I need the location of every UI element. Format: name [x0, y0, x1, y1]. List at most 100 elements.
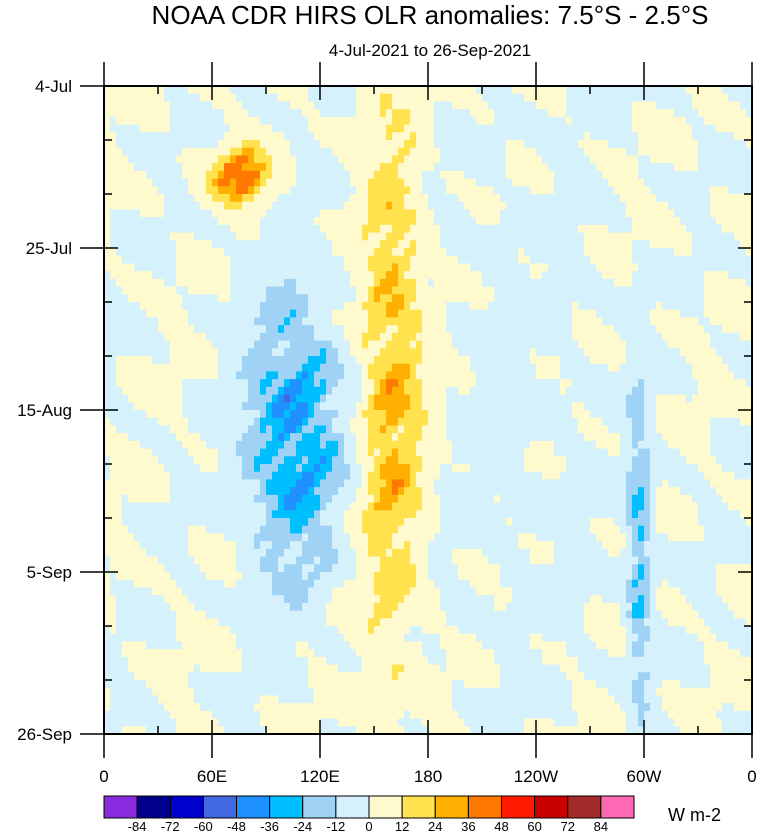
heatmap-cell: [242, 217, 249, 226]
heatmap-cell: [182, 186, 189, 195]
heatmap-cell: [578, 248, 585, 257]
heatmap-cell: [626, 317, 633, 326]
heatmap-cell: [356, 340, 363, 349]
heatmap-cell: [290, 109, 297, 118]
heatmap-cell: [470, 224, 477, 234]
heatmap-cell: [458, 425, 465, 434]
heatmap-cell: [626, 348, 633, 357]
heatmap-cell: [746, 232, 752, 241]
heatmap-cell: [296, 302, 303, 311]
heatmap-cell: [476, 147, 483, 157]
heatmap-cell: [572, 93, 579, 103]
heatmap-cell: [536, 286, 543, 295]
heatmap-cell: [278, 186, 285, 195]
heatmap-cell: [596, 263, 603, 272]
heatmap-cell: [230, 425, 237, 434]
heatmap-cell: [530, 170, 537, 180]
heatmap-cell: [344, 109, 351, 118]
heatmap-cell: [176, 209, 183, 218]
heatmap-cell: [290, 286, 297, 295]
heatmap-cell: [356, 170, 363, 180]
heatmap-cell: [734, 402, 741, 411]
heatmap-cell: [224, 186, 231, 195]
heatmap-cell: [302, 402, 309, 411]
heatmap-cell: [320, 425, 327, 434]
heatmap-cell: [500, 286, 507, 295]
heatmap-cell: [494, 163, 501, 172]
heatmap-cell: [194, 302, 201, 311]
heatmap-cell: [356, 209, 363, 218]
heatmap-cell: [674, 340, 681, 349]
heatmap-cell: [638, 194, 645, 203]
heatmap-cell: [146, 410, 153, 419]
heatmap-cell: [506, 379, 513, 388]
heatmap-cell: [632, 317, 639, 326]
heatmap-cell: [128, 232, 135, 241]
heatmap-cell: [464, 186, 471, 195]
heatmap-cell: [560, 340, 567, 349]
heatmap-cell: [302, 209, 309, 218]
heatmap-cell: [458, 116, 465, 126]
heatmap-cell: [470, 93, 477, 103]
heatmap-cell: [518, 116, 525, 126]
heatmap-cell: [290, 224, 297, 234]
heatmap-cell: [308, 217, 315, 226]
heatmap-cell: [614, 271, 621, 280]
heatmap-cell: [656, 386, 663, 396]
heatmap-cell: [188, 109, 195, 118]
heatmap-cell: [194, 394, 201, 403]
heatmap-cell: [650, 348, 657, 357]
heatmap-cell: [116, 340, 123, 349]
heatmap-cell: [350, 163, 357, 172]
heatmap-cell: [572, 170, 579, 180]
heatmap-cell: [134, 232, 141, 241]
heatmap-cell: [128, 186, 135, 195]
heatmap-cell: [404, 201, 411, 211]
heatmap-cell: [452, 278, 459, 288]
heatmap-cell: [260, 124, 267, 133]
heatmap-cell: [140, 124, 147, 133]
heatmap-cell: [278, 109, 285, 118]
heatmap-cell: [506, 93, 513, 103]
heatmap-cell: [104, 209, 111, 218]
heatmap-cell: [272, 217, 279, 226]
heatmap-cell: [590, 309, 597, 319]
heatmap-cell: [230, 170, 237, 180]
heatmap-cell: [122, 263, 129, 272]
heatmap-cell: [542, 147, 549, 157]
heatmap-cell: [164, 340, 171, 349]
heatmap-cell: [392, 278, 399, 288]
heatmap-cell: [620, 124, 627, 133]
heatmap-cell: [200, 186, 207, 195]
heatmap-cell: [260, 155, 267, 164]
heatmap-cell: [626, 186, 633, 195]
heatmap-cell: [422, 201, 429, 211]
heatmap-cell: [500, 332, 507, 342]
heatmap-cell: [638, 332, 645, 342]
heatmap-cell: [308, 163, 315, 172]
heatmap-cell: [416, 309, 423, 319]
heatmap-cell: [578, 402, 585, 411]
heatmap-cell: [188, 178, 195, 187]
heatmap-cell: [578, 217, 585, 226]
heatmap-cell: [236, 248, 243, 257]
heatmap-cell: [488, 232, 495, 241]
heatmap-cell: [716, 271, 723, 280]
heatmap-cell: [440, 132, 447, 141]
heatmap-cell: [674, 224, 681, 234]
heatmap-cell: [146, 371, 153, 380]
heatmap-cell: [182, 109, 189, 118]
heatmap-cell: [302, 132, 309, 141]
heatmap-cell: [314, 163, 321, 172]
heatmap-cell: [356, 140, 363, 149]
heatmap-cell: [362, 379, 369, 388]
heatmap-cell: [728, 386, 735, 396]
heatmap-cell: [602, 248, 609, 257]
heatmap-cell: [542, 224, 549, 234]
heatmap-cell: [116, 186, 123, 195]
heatmap-cell: [692, 101, 699, 110]
heatmap-cell: [488, 379, 495, 388]
heatmap-cell: [146, 340, 153, 349]
heatmap-cell: [662, 163, 669, 172]
heatmap-cell: [560, 433, 567, 442]
